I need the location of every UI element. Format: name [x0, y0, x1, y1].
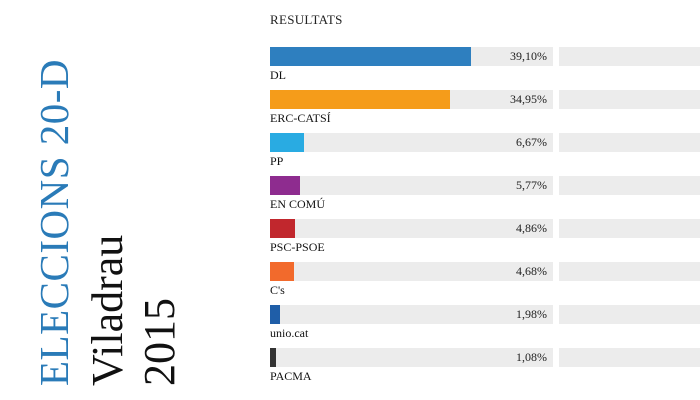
secondary-track	[559, 305, 700, 324]
results-title: RESULTATS	[270, 12, 343, 27]
municipality-name: Viladrau	[83, 234, 132, 386]
result-row: 1,98% unio.cat	[270, 305, 700, 341]
secondary-track	[559, 262, 700, 281]
data-label: 4,68%	[516, 264, 547, 278]
result-row: 39,10% DL	[270, 47, 700, 83]
bar	[270, 348, 276, 367]
bar-track	[270, 219, 553, 238]
party-label: unio.cat	[270, 326, 309, 340]
party-label: PSC-PSOE	[270, 240, 325, 254]
data-label: 4,86%	[516, 221, 547, 235]
result-row: 4,86% PSC-PSOE	[270, 219, 700, 255]
election-title: ELECCIONS 20-D	[31, 58, 77, 386]
bar-track	[270, 348, 553, 367]
result-row: 6,67% PP	[270, 133, 700, 169]
party-label: C's	[270, 283, 285, 297]
data-label: 1,08%	[516, 350, 547, 364]
secondary-track	[559, 90, 700, 109]
secondary-track	[559, 219, 700, 238]
party-label: PP	[270, 154, 284, 168]
party-label: PACMA	[270, 369, 312, 383]
bar	[270, 47, 471, 66]
result-row: 5,77% EN COMÚ	[270, 176, 700, 212]
result-row: 1,08% PACMA	[270, 348, 700, 384]
result-row: 4,68% C's	[270, 262, 700, 298]
results-panel: RESULTATS 39,10% DL 34,95% ERC-CATSÍ 6,67% PP…	[270, 0, 700, 400]
bar	[270, 90, 450, 109]
secondary-track	[559, 133, 700, 152]
data-label: 34,95%	[510, 92, 547, 106]
bar-track	[270, 305, 553, 324]
bar	[270, 219, 295, 238]
bar-track	[270, 262, 553, 281]
bar	[270, 176, 300, 195]
party-label: ERC-CATSÍ	[270, 111, 331, 125]
party-label: EN COMÚ	[270, 197, 326, 211]
secondary-track	[559, 47, 700, 66]
bar	[270, 262, 294, 281]
party-label: DL	[270, 68, 286, 82]
result-row: 34,95% ERC-CATSÍ	[270, 90, 700, 126]
data-label: 1,98%	[516, 307, 547, 321]
bar	[270, 133, 304, 152]
secondary-track	[559, 348, 700, 367]
bar	[270, 305, 280, 324]
bar-track	[270, 176, 553, 195]
side-title: ELECCIONS 20-D Viladrau 2015	[0, 0, 200, 400]
bar-track	[270, 90, 553, 109]
data-label: 5,77%	[516, 178, 547, 192]
bar-track	[270, 133, 553, 152]
data-label: 6,67%	[516, 135, 547, 149]
election-year: 2015	[135, 298, 184, 386]
data-label: 39,10%	[510, 49, 547, 63]
bar-track	[270, 47, 553, 66]
secondary-track	[559, 176, 700, 195]
